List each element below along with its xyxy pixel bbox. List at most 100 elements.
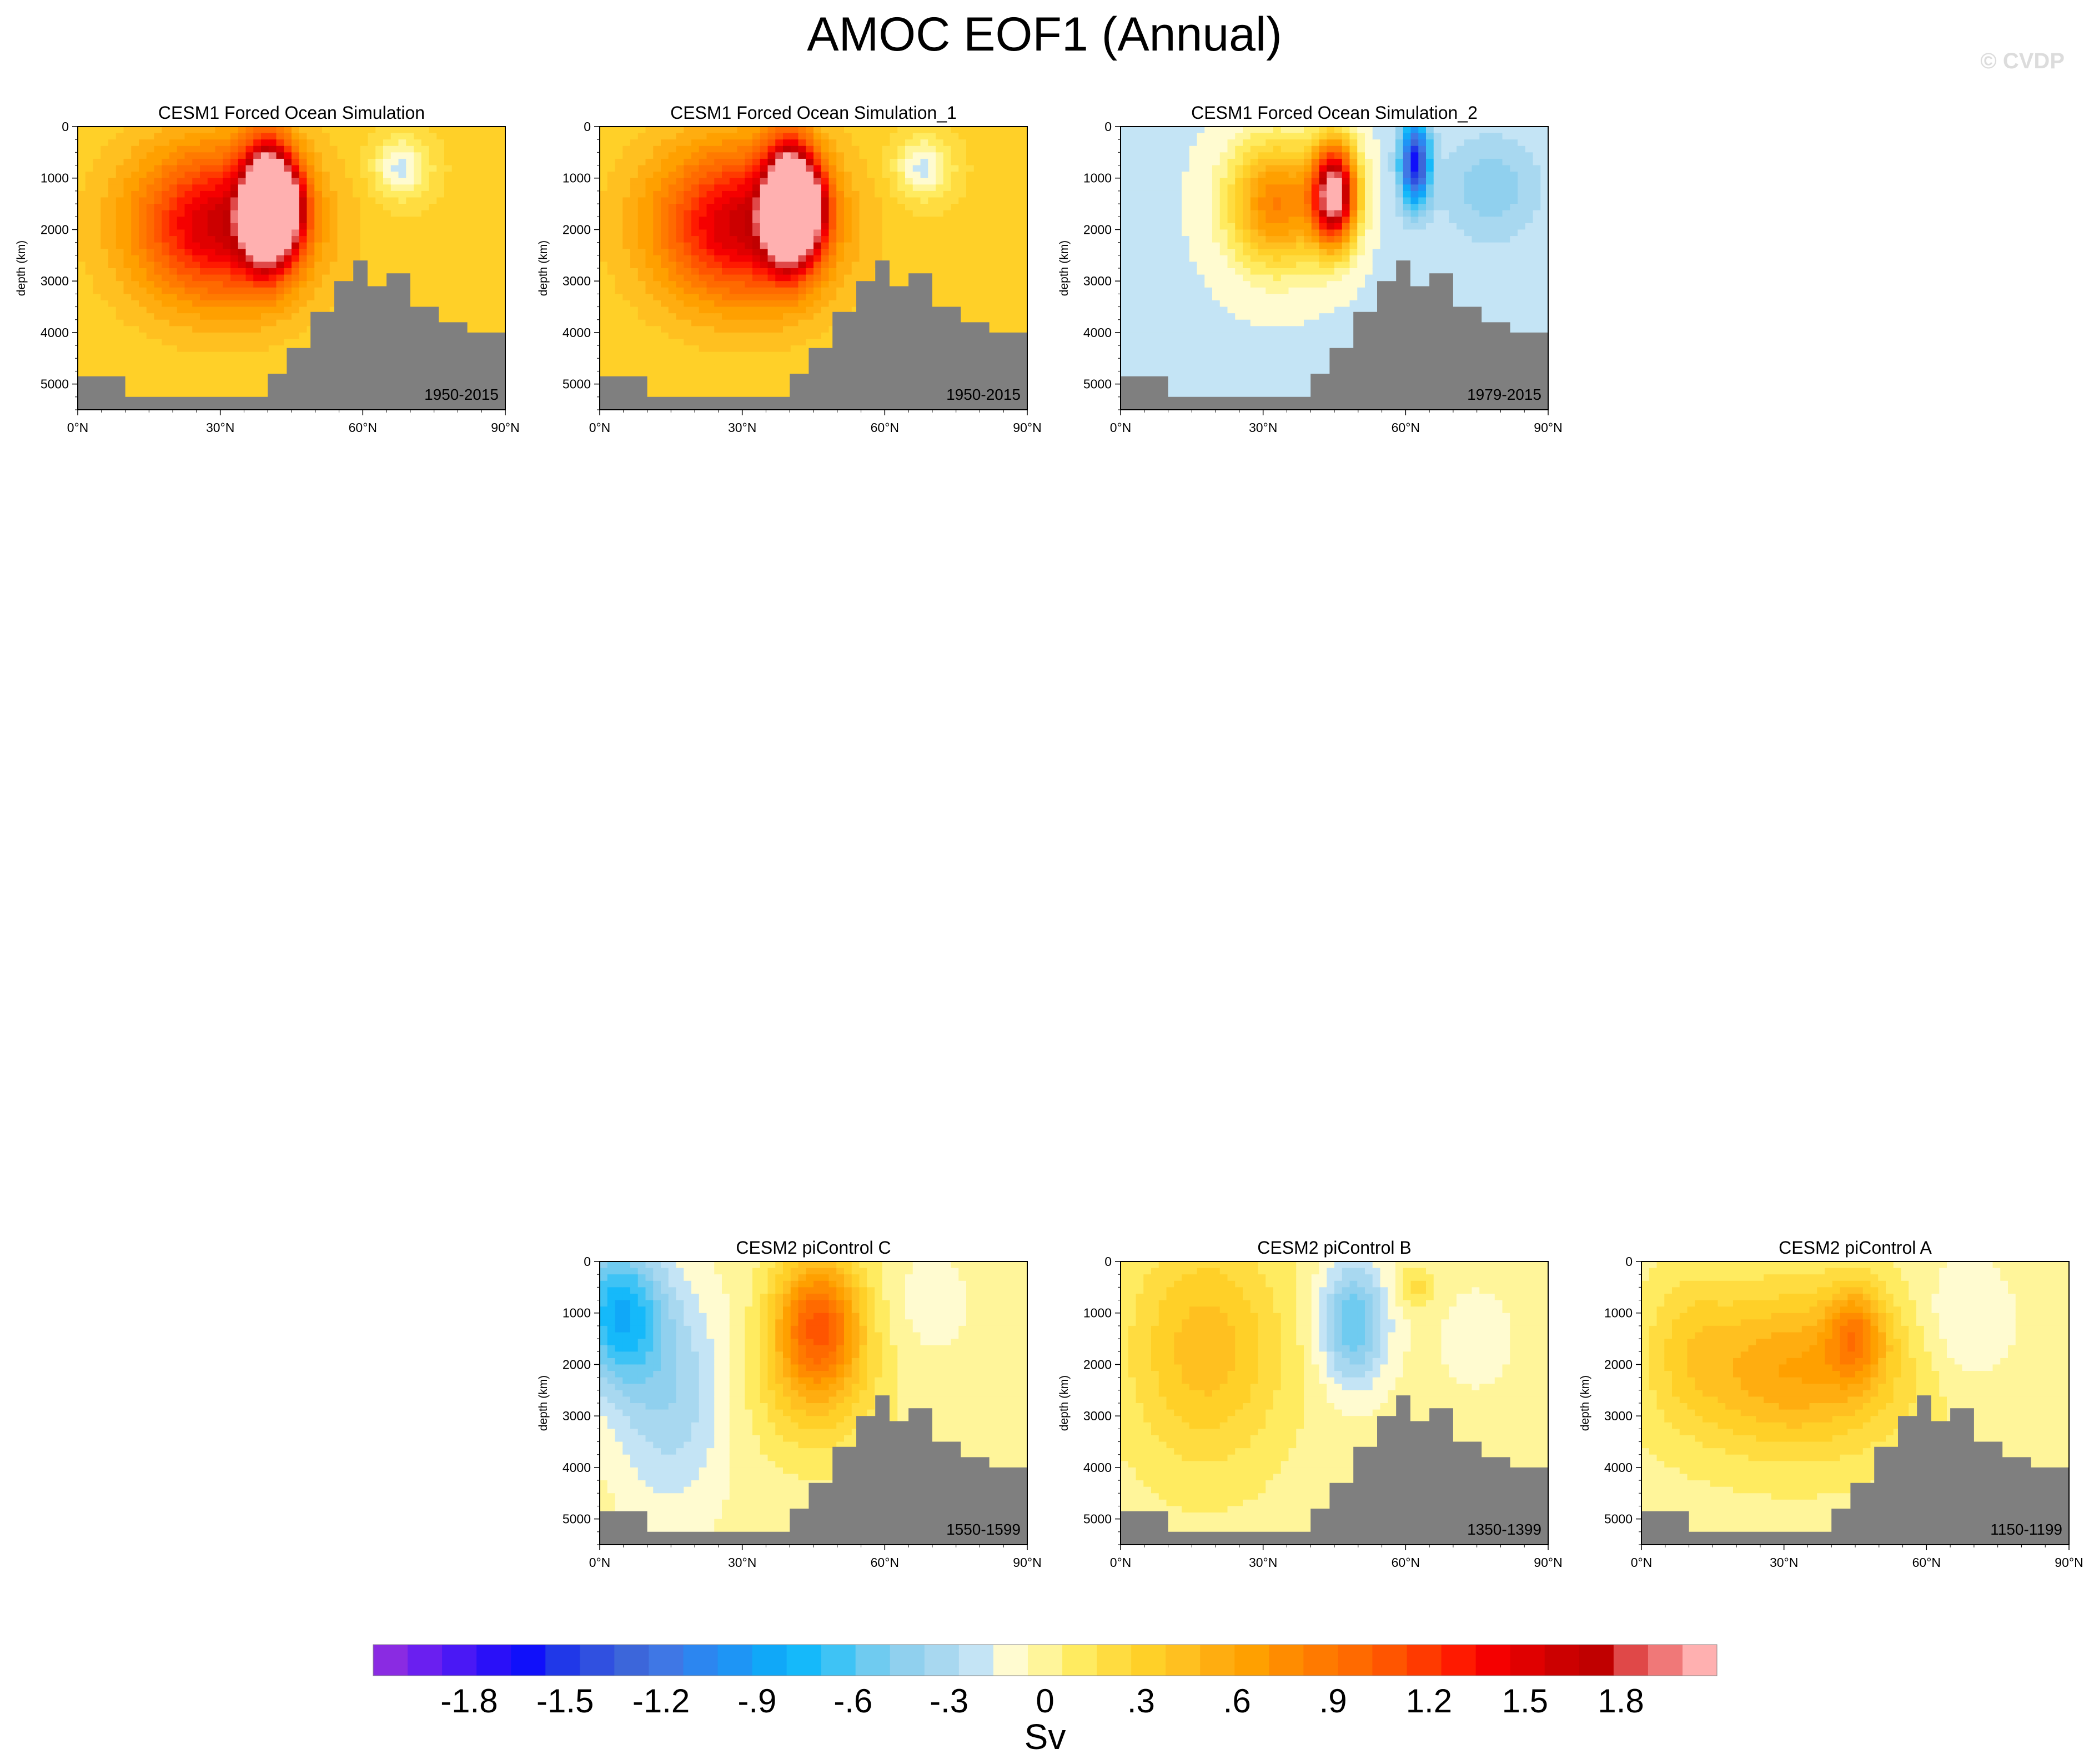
field-cell	[360, 190, 369, 198]
field-cell	[821, 178, 830, 185]
field-cell	[108, 351, 117, 359]
field-cell	[760, 358, 769, 365]
field-cell	[767, 145, 776, 153]
field-cell	[600, 358, 608, 365]
field-cell	[146, 326, 155, 333]
field-cell	[1012, 294, 1020, 301]
field-cell	[920, 145, 928, 153]
field-cell	[307, 210, 315, 217]
field-cell	[890, 190, 898, 198]
field-cell	[169, 229, 178, 237]
field-cell	[668, 351, 677, 359]
field-cell	[600, 133, 608, 140]
field-cell	[482, 190, 491, 198]
field-cell	[322, 274, 330, 282]
field-cell	[668, 236, 677, 243]
field-cell	[653, 339, 661, 346]
field-cell	[192, 287, 200, 294]
field-cell	[192, 306, 200, 314]
field-cell	[714, 384, 722, 391]
field-cell	[498, 242, 506, 249]
field-cell	[207, 255, 216, 263]
field-cell	[790, 300, 799, 308]
field-cell	[828, 281, 837, 288]
field-cell	[928, 249, 936, 256]
field-cell	[292, 133, 300, 140]
field-cell	[268, 178, 277, 185]
field-cell	[177, 274, 185, 282]
field-cell	[101, 197, 109, 204]
field-cell	[928, 127, 936, 134]
field-cell	[383, 249, 391, 256]
field-cell	[169, 306, 178, 314]
field-cell	[451, 306, 460, 314]
field-cell	[729, 294, 738, 301]
field-cell	[292, 313, 300, 320]
field-cell	[329, 262, 338, 269]
field-cell	[200, 178, 208, 185]
field-cell	[108, 190, 117, 198]
field-cell	[943, 287, 952, 294]
field-cell	[169, 345, 178, 353]
field-cell	[920, 139, 928, 147]
field-cell	[897, 255, 906, 263]
field-cell	[192, 255, 200, 263]
field-cell	[691, 306, 700, 314]
field-cell	[997, 249, 1005, 256]
field-cell	[123, 127, 132, 134]
field-cell	[661, 249, 669, 256]
field-cell	[790, 152, 799, 159]
field-cell	[981, 262, 990, 269]
field-cell	[467, 306, 475, 314]
field-cell	[851, 172, 860, 179]
field-cell	[882, 158, 891, 166]
field-cell	[1020, 274, 1028, 282]
field-cell	[714, 172, 722, 179]
field-cell	[714, 249, 722, 256]
field-cell	[851, 133, 860, 140]
field-cell	[162, 358, 170, 365]
field-cell	[615, 345, 623, 353]
field-cell	[284, 332, 292, 340]
field-cell	[783, 236, 791, 243]
field-cell	[482, 145, 491, 153]
field-cell	[943, 152, 952, 159]
field-cell	[813, 184, 822, 192]
field-cell	[184, 172, 193, 179]
field-cell	[706, 339, 715, 346]
field-cell	[139, 339, 147, 346]
field-cell	[1004, 236, 1013, 243]
field-cell	[699, 172, 707, 179]
field-cell	[215, 268, 223, 275]
field-cell	[215, 319, 223, 326]
field-cell	[813, 268, 822, 275]
field-cell	[284, 306, 292, 314]
field-cell	[329, 268, 338, 275]
field-cell	[851, 217, 860, 224]
field-cell	[238, 158, 247, 166]
field-cell	[375, 145, 384, 153]
field-cell	[951, 197, 959, 204]
field-cell	[207, 364, 216, 372]
field-cell	[78, 319, 86, 326]
field-cell	[253, 133, 262, 140]
field-cell	[684, 210, 692, 217]
field-cell	[752, 268, 761, 275]
field-cell	[177, 204, 185, 211]
field-cell	[737, 262, 745, 269]
field-cell	[691, 268, 700, 275]
field-cell	[806, 242, 814, 249]
field-cell	[836, 127, 845, 134]
field-cell	[162, 268, 170, 275]
field-cell	[622, 274, 631, 282]
field-cell	[184, 384, 193, 391]
field-cell	[414, 249, 422, 256]
field-cell	[775, 351, 784, 359]
field-cell	[737, 319, 745, 326]
field-cell	[714, 319, 722, 326]
field-cell	[490, 229, 498, 237]
field-cell	[482, 172, 491, 179]
field-cell	[997, 165, 1005, 172]
field-cell	[745, 178, 753, 185]
field-cell	[722, 364, 730, 372]
